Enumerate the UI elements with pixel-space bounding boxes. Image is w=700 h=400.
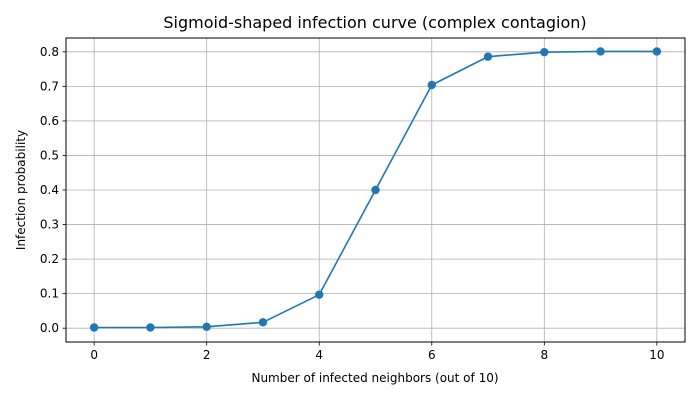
series xyxy=(89,47,662,332)
y-axis-label: Infection probability xyxy=(14,130,28,250)
data-point xyxy=(202,322,211,331)
y-tick-label: 0.6 xyxy=(40,114,59,128)
data-point xyxy=(89,323,99,332)
x-tick-label: 0 xyxy=(90,348,98,362)
x-tick-label: 6 xyxy=(428,348,436,362)
data-point xyxy=(258,318,268,327)
data-point xyxy=(371,185,380,195)
grid xyxy=(66,38,685,342)
plot-frame xyxy=(65,37,686,343)
data-point xyxy=(483,52,493,61)
data-point xyxy=(315,290,324,299)
data-point xyxy=(427,80,436,90)
x-tick-label: 2 xyxy=(203,348,211,362)
x-tick-label: 4 xyxy=(315,348,323,362)
y-tick-label: 0.0 xyxy=(40,321,59,335)
x-axis-label: Number of infected neighbors (out of 10) xyxy=(251,371,498,385)
data-point xyxy=(596,47,605,56)
data-point xyxy=(540,47,549,57)
y-tick-label: 0.3 xyxy=(40,218,59,232)
y-tick-label: 0.2 xyxy=(40,252,59,266)
data-point xyxy=(652,47,662,56)
x-tick-label: 8 xyxy=(540,348,548,362)
y-tick-label: 0.1 xyxy=(40,287,59,301)
chart-title: Sigmoid-shaped infection curve (complex … xyxy=(163,13,586,32)
x-tick-label: 10 xyxy=(649,348,664,362)
data-point xyxy=(146,323,155,332)
y-tick-label: 0.5 xyxy=(40,148,59,162)
y-tick-label: 0.8 xyxy=(40,45,59,59)
y-tick-label: 0.4 xyxy=(40,183,59,197)
y-tick-label: 0.7 xyxy=(40,79,59,93)
ticks: 0 2 4 6 8 10 0.0 0.1 0.2 0.3 0.4 0.5 0.6 0.7 0.8 xyxy=(40,45,665,362)
